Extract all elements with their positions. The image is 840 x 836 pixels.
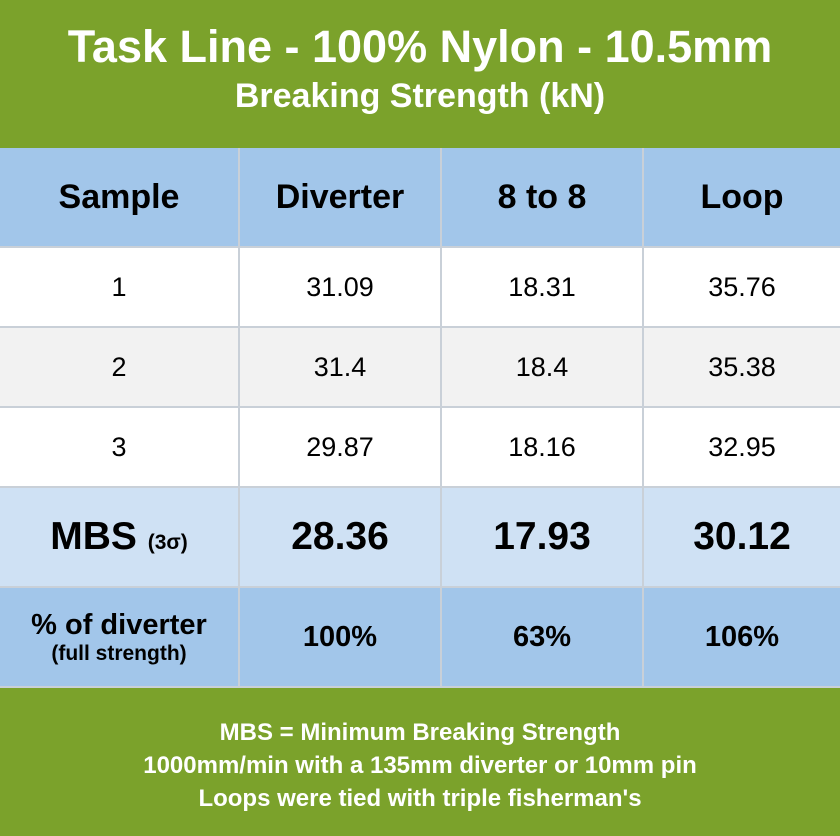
percent-value: 63% [442, 588, 644, 688]
subtitle: Breaking Strength (kN) [234, 77, 606, 115]
table-cell: 32.95 [644, 408, 840, 488]
mbs-value: 28.36 [240, 488, 442, 588]
table-cell: 18.31 [442, 248, 644, 328]
table-cell: 3 [0, 408, 240, 488]
column-header: Sample [0, 148, 240, 248]
table-cell: 18.4 [442, 328, 644, 408]
percent-label: % of diverter [31, 608, 207, 641]
percent-value: 106% [644, 588, 840, 688]
table-cell: 2 [0, 328, 240, 408]
table-cell: 31.4 [240, 328, 442, 408]
column-header: Loop [644, 148, 840, 248]
percent-note: (full strength) [51, 641, 187, 665]
footer-line: Loops were tied with triple fisherman's [198, 785, 642, 812]
table-cell: 18.16 [442, 408, 644, 488]
table-cell: 35.38 [644, 328, 840, 408]
percent-value: 100% [240, 588, 442, 688]
mbs-note: (3σ) [147, 531, 188, 554]
mbs-label: MBS [50, 515, 137, 558]
footer: MBS = Minimum Breaking Strength 1000mm/mi… [0, 688, 840, 836]
column-header: 8 to 8 [442, 148, 644, 248]
mbs-value: 30.12 [644, 488, 840, 588]
table: Sample Diverter 8 to 8 Loop 1 31.09 18.31 35.76… [0, 148, 840, 688]
table-cell: 29.87 [240, 408, 442, 488]
column-header: Diverter [240, 148, 442, 248]
mbs-value: 17.93 [442, 488, 644, 588]
header: Task Line - 100% Nylon - 10.5mm Breaking… [0, 0, 840, 148]
mbs-label-cell: MBS (3σ) [0, 488, 240, 588]
percent-label-cell: % of diverter (full strength) [0, 588, 240, 688]
footer-line: 1000mm/min with a 135mm diverter or 10mm… [143, 752, 697, 779]
mbs-label-line: MBS (3σ) [50, 515, 188, 559]
footer-line: MBS = Minimum Breaking Strength [219, 719, 621, 746]
table-cell: 1 [0, 248, 240, 328]
table-cell: 31.09 [240, 248, 442, 328]
title: Task Line - 100% Nylon - 10.5mm [67, 21, 773, 72]
table-cell: 35.76 [644, 248, 840, 328]
